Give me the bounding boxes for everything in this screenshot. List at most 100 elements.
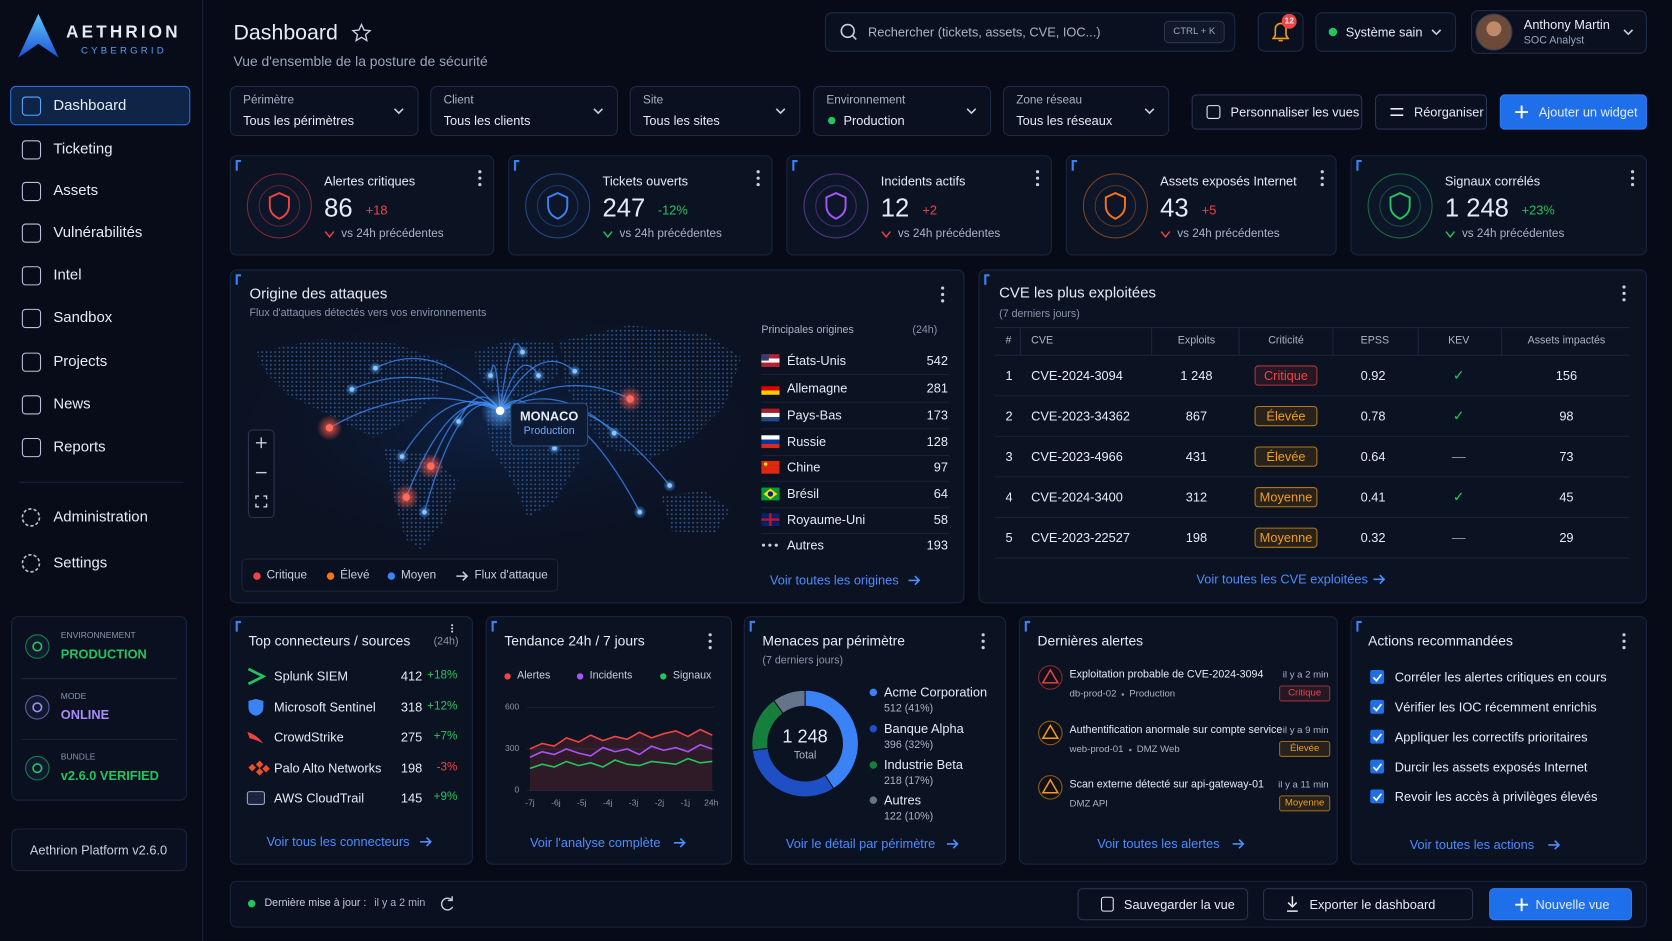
table-cell: 1 248 <box>1180 367 1213 383</box>
map-legend <box>241 558 559 592</box>
link[interactable]: Voir le détail par périmètre <box>785 835 936 851</box>
kpi-value: 1 248 <box>1444 194 1509 224</box>
button-label[interactable]: Exporter le dashboard <box>1309 896 1436 912</box>
nav-item[interactable]: Intel <box>53 265 82 284</box>
map-point <box>536 373 541 378</box>
nav-item[interactable]: Assets <box>53 181 99 199</box>
table-cell: CVE-2024-3400 <box>1031 489 1123 505</box>
target-point <box>495 406 505 416</box>
status-value: v2.6.0 VERIFIED <box>60 767 159 783</box>
status-box <box>11 616 188 801</box>
menu-dot <box>478 170 482 174</box>
alert-time: il y a 2 min <box>1282 669 1329 681</box>
x-tick-label: -4j <box>602 798 613 808</box>
nav-item[interactable]: Settings <box>53 554 108 572</box>
action-item[interactable]: Revoir les accès à privilèges élevés <box>1394 789 1598 804</box>
alert-time: il y a 9 min <box>1282 724 1329 736</box>
system-status-label[interactable]: Système sain <box>1345 24 1423 39</box>
button-label[interactable]: Réorganiser <box>1413 104 1484 120</box>
link[interactable]: Voir toutes les origines <box>769 572 899 588</box>
kpi-icon-ring <box>1082 173 1148 239</box>
link[interactable]: Voir toutes les actions <box>1409 837 1535 852</box>
action-item[interactable]: Corréler les alertes critiques en cours <box>1394 669 1607 685</box>
severity-badge <box>1279 795 1331 812</box>
kpi-value: 43 <box>1160 194 1189 224</box>
filter-select <box>1002 85 1170 137</box>
line-series <box>529 728 713 750</box>
button-label[interactable]: Personnaliser les vues <box>1230 104 1360 120</box>
kpi-icon-inner <box>1094 185 1137 227</box>
bell-icon <box>1271 22 1290 42</box>
link[interactable]: Voir l'analyse complète <box>529 834 661 850</box>
connector-icon <box>255 768 264 776</box>
map-point <box>349 387 355 392</box>
nav-item[interactable]: Reports <box>53 437 106 455</box>
alert-icon-glyph <box>1041 668 1060 684</box>
legend-dot <box>869 796 878 804</box>
nav-item[interactable]: Vulnérabilités <box>53 223 143 241</box>
country-name: Autres <box>786 537 824 553</box>
button-label[interactable]: Sauvegarder la vue <box>1123 896 1235 912</box>
line-series <box>529 743 713 759</box>
legend-dot <box>387 572 396 580</box>
menu-dot <box>756 170 760 174</box>
checkmark <box>1372 793 1383 802</box>
filter-value[interactable]: Production <box>843 112 905 128</box>
filter-value[interactable]: Tous les périmètres <box>243 112 355 128</box>
flag-stripe <box>761 354 780 359</box>
filter-value[interactable]: Tous les sites <box>642 112 720 128</box>
map-continent <box>661 490 731 534</box>
others-icon <box>761 543 766 547</box>
page-title: Dashboard <box>233 20 338 45</box>
trend-icon <box>1160 231 1171 238</box>
map-point <box>402 493 411 501</box>
link[interactable]: Voir tous les connecteurs <box>266 833 410 849</box>
link[interactable]: Voir toutes les CVE exploitées <box>1196 571 1368 587</box>
footer-button <box>1489 888 1633 921</box>
panel-accent <box>792 160 798 171</box>
nav-item[interactable]: News <box>53 395 91 413</box>
table-cell: CVE-2023-22527 <box>1031 529 1131 545</box>
action-button <box>1191 94 1363 130</box>
table-cell: 45 <box>1559 489 1574 505</box>
action-item[interactable]: Durcir les assets exposés Internet <box>1394 759 1588 775</box>
status-label: ENVIRONNEMENT <box>60 630 136 641</box>
menu-dot <box>478 182 482 187</box>
kpi-icon-ring <box>803 173 869 239</box>
button-label[interactable]: Ajouter un widget <box>1538 104 1638 120</box>
status-icon <box>25 695 50 720</box>
nav-item[interactable]: Projects <box>53 352 108 370</box>
filter-value[interactable]: Tous les réseaux <box>1016 112 1113 128</box>
table-cell: 1 <box>1005 367 1013 383</box>
filter-select <box>229 85 419 137</box>
nav-item[interactable]: Administration <box>53 508 148 526</box>
page-subtitle: Vue d'ensemble de la posture de sécurité <box>233 53 488 70</box>
nav-item[interactable]: Sandbox <box>53 308 113 326</box>
search-input[interactable]: Rechercher (tickets, assets, CVE, IOC...… <box>867 24 1101 39</box>
action-item[interactable]: Vérifier les IOC récemment enrichis <box>1394 699 1597 715</box>
button-label[interactable]: Nouvelle vue <box>1535 896 1610 912</box>
status-icon <box>25 755 50 781</box>
action-item[interactable]: Appliquer les correctifs prioritaires <box>1394 729 1588 745</box>
arrow-icon <box>1232 839 1245 849</box>
table-cell: 0.41 <box>1360 489 1386 505</box>
country-count: 64 <box>933 486 948 501</box>
panel-accent <box>513 160 520 171</box>
panel-accent <box>984 274 990 285</box>
link[interactable]: Voir toutes les alertes <box>1097 835 1220 851</box>
menu-dot <box>756 182 760 187</box>
zoom-controls <box>247 429 275 518</box>
panel-subtitle: (7 derniers jours) <box>999 308 1080 320</box>
nav-item[interactable]: Ticketing <box>53 140 113 158</box>
country-name: Brésil <box>786 486 819 501</box>
filter-label: Site <box>642 94 664 107</box>
notification-count: 12 <box>1284 16 1294 26</box>
flag-globe <box>767 491 774 497</box>
menu-dot <box>451 630 454 633</box>
table-cell: 2 <box>1005 408 1013 424</box>
connectors-panel <box>229 616 473 865</box>
nav-item[interactable]: Dashboard <box>53 96 127 114</box>
filter-value[interactable]: Tous les clients <box>443 112 531 128</box>
kpi-icon-ring <box>1367 173 1433 239</box>
panel-accent <box>235 620 241 632</box>
